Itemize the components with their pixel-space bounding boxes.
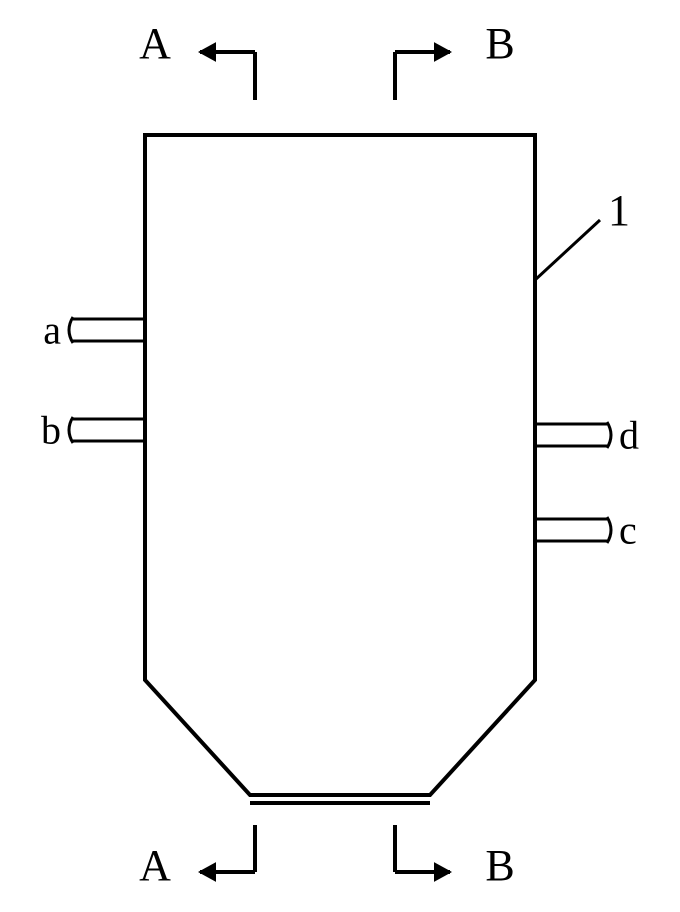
port-d: d [535, 412, 639, 457]
section-label: A [139, 19, 171, 68]
ports: a b d c [41, 307, 639, 552]
section-B-top: B [395, 19, 515, 100]
section-arrows: A B A B [139, 19, 515, 890]
port-a: a [43, 307, 145, 352]
section-A-top: A [139, 19, 255, 100]
vessel-outline [145, 135, 535, 803]
reference-label: 1 [608, 186, 630, 235]
section-label: B [485, 841, 514, 890]
port-label-d: d [619, 412, 639, 457]
section-label: A [139, 841, 171, 890]
port-label-c: c [619, 507, 637, 552]
port-label-b: b [41, 407, 61, 452]
reference-leader: 1 [535, 186, 630, 280]
section-A-bottom: A [139, 825, 255, 890]
port-label-a: a [43, 307, 61, 352]
port-b: b [41, 407, 145, 452]
engineering-diagram: a b d c A B A B 1 [0, 0, 680, 912]
section-label: B [485, 19, 514, 68]
section-B-bottom: B [395, 825, 515, 890]
port-c: c [535, 507, 637, 552]
